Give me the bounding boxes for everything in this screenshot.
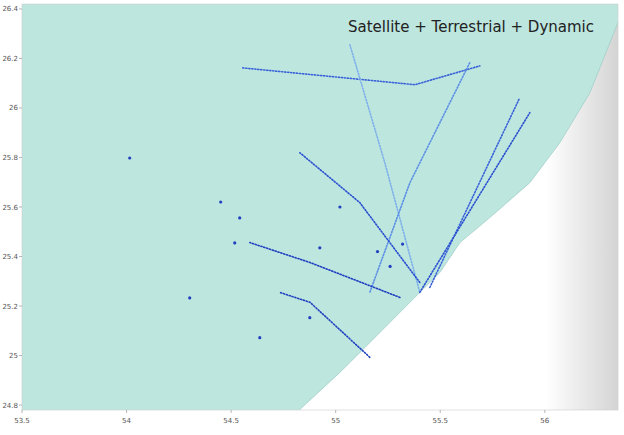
x-tick-label: 55.5 [432, 417, 448, 425]
vessel-point [238, 216, 241, 219]
y-tick-label: 26.2 [2, 55, 18, 63]
y-tick-label: 25.2 [2, 303, 18, 311]
y-tick [19, 355, 22, 356]
y-tick [19, 8, 22, 9]
y-tick [19, 157, 22, 158]
y-tick-label: 26 [9, 104, 18, 112]
land [270, 4, 618, 410]
vessel-point [389, 265, 392, 268]
vessel-point [188, 296, 191, 299]
vessel-point [233, 241, 236, 244]
x-tick [22, 410, 23, 413]
vessel-point [128, 156, 131, 159]
vessel-track [350, 45, 420, 293]
x-tick [231, 410, 232, 413]
vessel-track [250, 243, 400, 298]
x-tick-label: 56 [540, 417, 549, 425]
vessel-track [430, 98, 520, 288]
x-tick [126, 410, 127, 413]
x-tick [335, 410, 336, 413]
vessel-point [338, 205, 341, 208]
vessel-point [308, 316, 311, 319]
y-tick-label: 25.8 [2, 154, 18, 162]
y-tick [19, 306, 22, 307]
vessel-point [318, 246, 321, 249]
y-tick [19, 256, 22, 257]
x-tick-label: 53.5 [14, 417, 30, 425]
y-tick-label: 25.6 [2, 204, 18, 212]
y-tick [19, 107, 22, 108]
x-tick [440, 410, 441, 413]
y-tick [19, 207, 22, 208]
vessel-point [258, 336, 261, 339]
y-tick [19, 58, 22, 59]
plot-area [128, 4, 618, 410]
x-tick-label: 54.5 [223, 417, 239, 425]
y-tick-label: 25.4 [2, 253, 18, 261]
vessel-point [401, 243, 404, 246]
y-tick-label: 24.8 [2, 402, 18, 410]
vessel-track [280, 292, 370, 357]
vessel-track [300, 153, 420, 283]
vessel-point [219, 200, 222, 203]
y-tick-label: 25 [9, 352, 18, 360]
x-tick [544, 410, 545, 413]
y-tick [19, 405, 22, 406]
x-tick-label: 54 [122, 417, 131, 425]
x-tick-label: 55 [331, 417, 340, 425]
vessel-point [376, 250, 379, 253]
frame [22, 4, 618, 410]
map-figure: 53.5 54 54.5 55 55.5 56 24.8 25 25.2 25.4 25.6 25.8… [0, 0, 624, 435]
vessel-track [370, 63, 470, 293]
title: Satellite + Terrestrial + Dynamic [348, 18, 594, 36]
y-tick-label: 26.4 [2, 5, 18, 13]
vessel-track [420, 113, 530, 293]
